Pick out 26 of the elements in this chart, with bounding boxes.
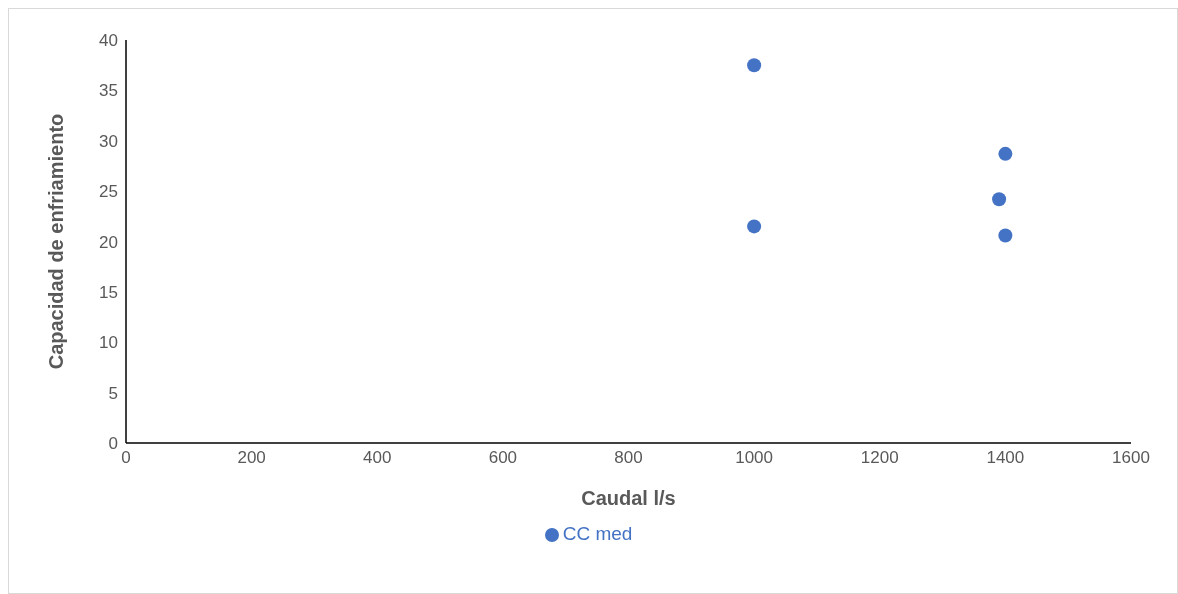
y-tick-label: 20 (99, 232, 118, 252)
x-tick-label: 1400 (986, 448, 1025, 468)
x-tick-label: 800 (614, 448, 643, 468)
legend-label: CC med (562, 523, 633, 544)
point (998, 228, 1013, 243)
x-tick-label: 200 (237, 448, 266, 468)
x-tick-label: 1600 (1112, 448, 1150, 468)
x-tick-label: 0 (121, 448, 131, 468)
point (992, 192, 1007, 207)
y-tick-label: 40 (99, 31, 118, 51)
x-tick-label: 400 (363, 448, 392, 468)
y-tick-label: 5 (108, 383, 118, 403)
x-tick-label: 1200 (860, 448, 899, 468)
point (747, 58, 762, 73)
y-tick-label: 25 (99, 182, 118, 202)
point (998, 146, 1013, 161)
y-tick-label: 0 (108, 434, 118, 454)
y-tick-label: 30 (99, 131, 118, 151)
x-axis-title: Caudal l/s (581, 487, 676, 509)
x-tick-label: 600 (488, 448, 518, 468)
y-tick-label: 10 (99, 333, 118, 353)
y-tick-label: 35 (99, 81, 118, 101)
point (747, 219, 762, 234)
y-axis-title: Capacidad de enfriamiento (45, 113, 68, 370)
y-tick-label: 15 (99, 282, 118, 302)
x-tick-label: 1000 (735, 448, 774, 468)
